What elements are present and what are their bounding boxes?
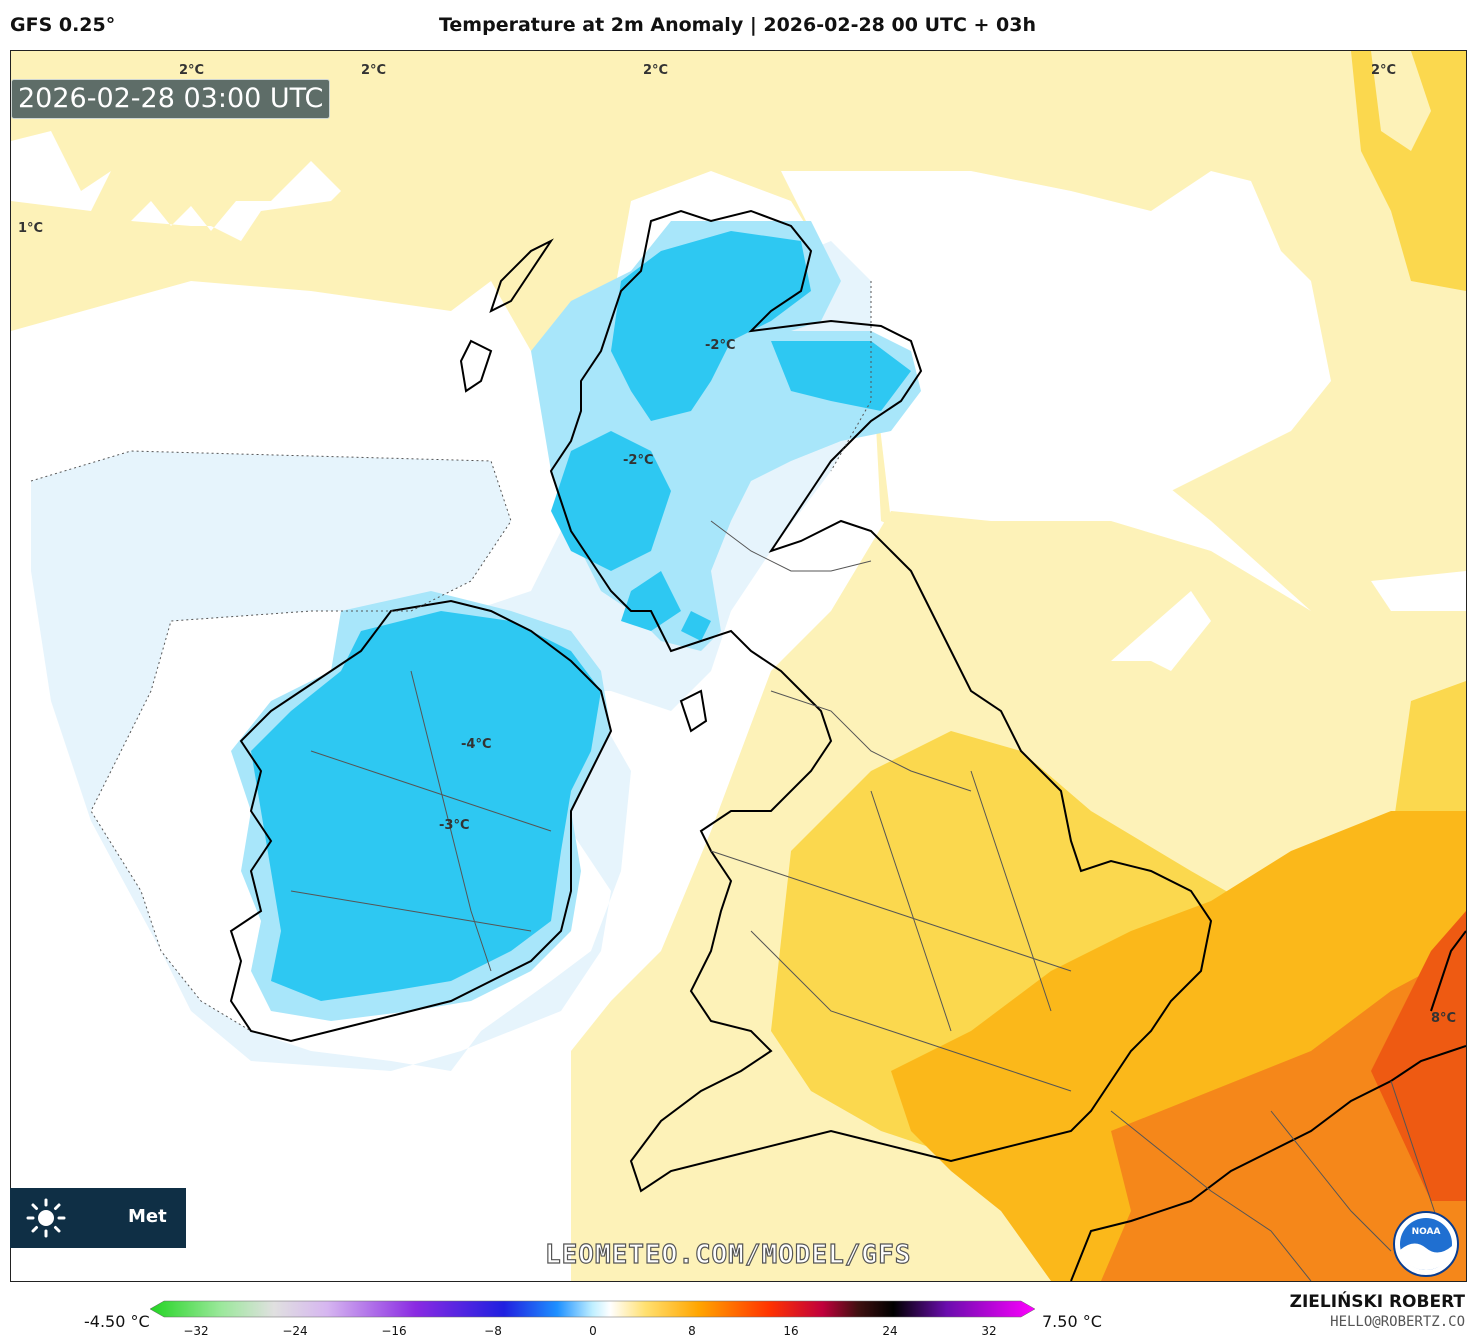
contour-label: 8°C — [1431, 1011, 1457, 1026]
colorbar-min-label: -4.50 °C — [84, 1312, 150, 1331]
logo-text: Met — [128, 1206, 167, 1227]
contour-label: 2°C — [361, 63, 387, 78]
colorbar: -4.50 °C − — [0, 1290, 1475, 1338]
sun-icon — [26, 1198, 66, 1238]
warm-area-north — [11, 51, 1466, 611]
coastlines — [229, 209, 1466, 1281]
contour-label: 1°C — [18, 221, 44, 236]
noaa-logo: NOAA — [1393, 1211, 1459, 1277]
valid-time-badge: 2026-02-28 03:00 UTC — [11, 79, 331, 119]
colorbar-tick: 0 — [589, 1324, 597, 1338]
contour-label: -4°C — [461, 737, 492, 752]
author-email[interactable]: HELLO@ROBERTZ.CO — [1330, 1314, 1465, 1330]
colorbar-tick: −8 — [484, 1324, 502, 1338]
colorbar-tick: 16 — [783, 1324, 799, 1338]
colorbar-max-label: 7.50 °C — [1042, 1312, 1102, 1331]
contour-label: 2°C — [1371, 63, 1397, 78]
model-label: GFS 0.25° — [10, 14, 116, 36]
colorbar-tick: −24 — [282, 1324, 308, 1338]
author-name: ZIELIŃSKI ROBERT — [1289, 1292, 1465, 1312]
site-logo[interactable]: Met — [10, 1188, 186, 1248]
colorbar-tick: 24 — [882, 1324, 898, 1338]
contour-label: -2°C — [705, 338, 736, 353]
colorbar-tick: 32 — [981, 1324, 997, 1338]
source-watermark: LEOMETEO.COM/MODEL/GFS — [544, 1239, 912, 1270]
map-frame: 2026-02-28 03:00 UTC 2°C 2°C 2°C 2°C 1°C… — [10, 50, 1467, 1282]
contour-label: -2°C — [623, 453, 654, 468]
colorbar-gradient — [150, 1300, 1035, 1318]
noaa-logo-text: NOAA — [1412, 1227, 1441, 1237]
colorbar-tick: 8 — [688, 1324, 696, 1338]
contour-label: 2°C — [179, 63, 205, 78]
colorbar-tick: −32 — [183, 1324, 209, 1338]
colorbar-tick: −16 — [381, 1324, 407, 1338]
chart-title: Temperature at 2m Anomaly | 2026-02-28 0… — [438, 14, 1037, 36]
contour-label: 2°C — [643, 63, 669, 78]
anomaly-map — [11, 51, 1466, 1281]
contour-label: -3°C — [439, 818, 470, 833]
